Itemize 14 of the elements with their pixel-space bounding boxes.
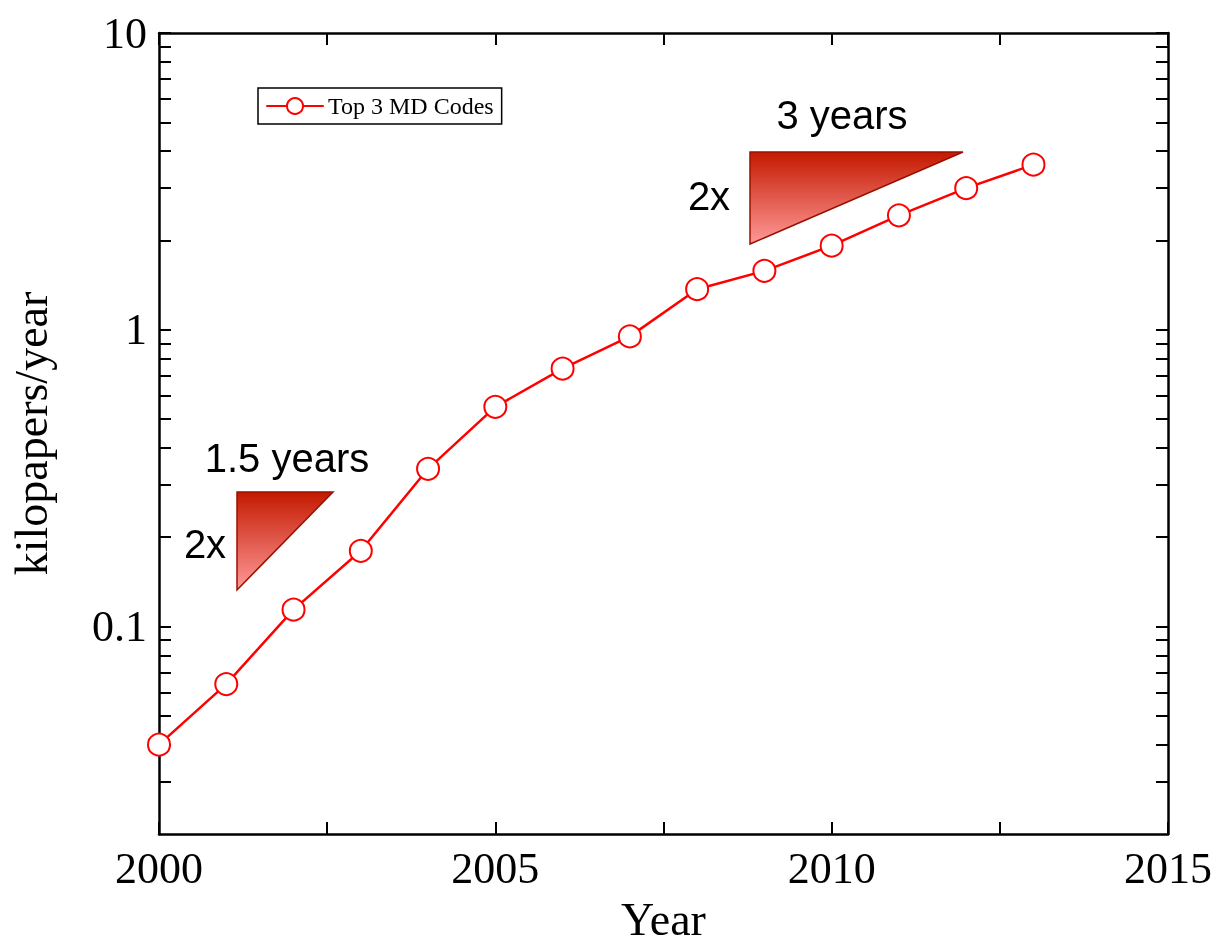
x-tick-label: 2015 <box>1124 843 1212 893</box>
x-tick-label: 2005 <box>451 843 540 893</box>
y-tick-label: 10 <box>103 8 147 58</box>
annotation: 3 years <box>776 93 908 137</box>
x-tick-label: 2000 <box>115 843 203 893</box>
y-tick-label: 1 <box>125 305 147 355</box>
y-axis-title: kilopapers/year <box>5 291 57 576</box>
y-tick-label: 0.1 <box>92 602 147 652</box>
x-axis-title: Year <box>621 893 706 945</box>
annotation: 2x <box>183 522 227 566</box>
x-tick-label: 2010 <box>787 843 876 893</box>
annotation: 1.5 years <box>204 436 370 480</box>
annotation: 2x <box>687 174 731 218</box>
legend-label: Top 3 MD Codes <box>328 93 494 119</box>
